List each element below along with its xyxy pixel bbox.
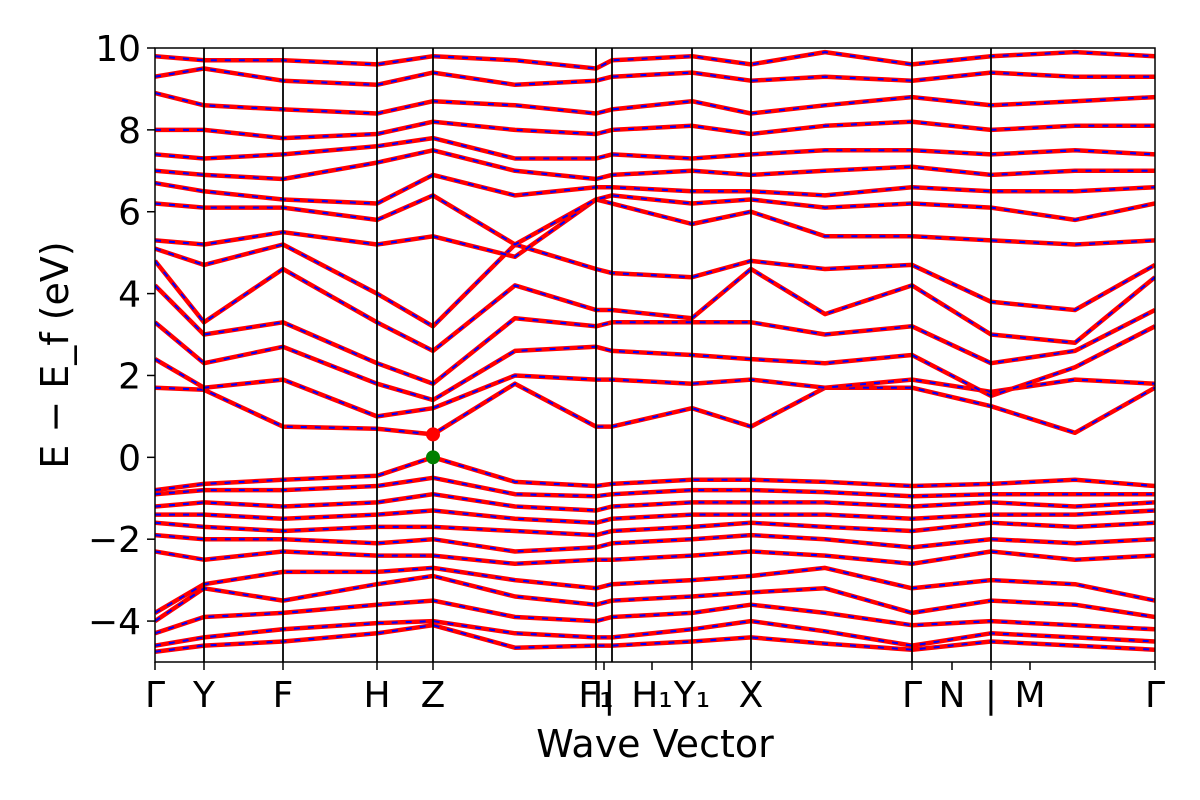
plot-frame <box>154 47 1156 663</box>
cbm-marker <box>426 427 440 442</box>
band-26-dashed-line <box>155 51 1155 70</box>
band-7-line <box>155 520 1155 538</box>
vbm-marker <box>426 450 440 465</box>
band-0-dashed-line <box>155 624 1155 653</box>
band-14-dashed-line <box>155 321 1155 401</box>
band-6-dashed-line <box>155 534 1155 553</box>
band-3-dashed-line <box>155 575 1155 622</box>
band-4-dashed-line <box>155 566 1155 614</box>
band-22-line <box>155 135 1155 161</box>
band-7-dashed-line <box>155 521 1155 537</box>
band-25-line <box>155 66 1155 88</box>
band-24-line <box>155 90 1155 116</box>
bands-layer <box>155 49 1155 655</box>
band-8-line <box>155 508 1155 526</box>
band-6-line <box>155 532 1155 554</box>
x-tick-label: X <box>739 675 764 716</box>
x-axis-label: Wave Vector <box>536 722 774 766</box>
band-5-line <box>155 549 1155 567</box>
band-edge-markers <box>426 427 440 465</box>
x-tick-label: H₁ <box>631 675 673 716</box>
band-22-dashed-line <box>155 137 1155 160</box>
band-4-line <box>155 565 1155 615</box>
x-tick-label: F <box>273 675 294 716</box>
band-5-dashed-line <box>155 550 1155 565</box>
y-tick-label: 0 <box>118 438 141 479</box>
x-tick-label: Z <box>421 675 446 716</box>
band-24-dashed-line <box>155 92 1155 115</box>
x-tick-label: | <box>985 675 997 716</box>
band-9-dashed-line <box>155 493 1155 512</box>
y-axis-label: E − E_f (eV) <box>33 241 77 469</box>
y-tick-label: −2 <box>88 520 141 561</box>
x-tick-label: Γ <box>902 675 922 716</box>
band-11-line <box>155 455 1155 493</box>
x-tick-label: Y <box>192 675 216 716</box>
x-tick-label: F₁ <box>578 675 613 716</box>
band-15-dashed-line <box>155 284 1155 385</box>
x-axis-ticks: Γ Y F H Z F₁I| H₁ Y₁ X Γ N | M Γ <box>145 662 1165 716</box>
x-tick-label: M <box>1014 675 1045 716</box>
x-tick-label: N <box>939 675 966 716</box>
band-19-dashed-line <box>155 194 1155 246</box>
band-10-dashed-line <box>155 476 1155 498</box>
y-tick-label: 2 <box>118 356 141 397</box>
y-tick-label: 8 <box>118 111 141 152</box>
x-tick-label: Γ <box>145 675 165 716</box>
band-8-dashed-line <box>155 509 1155 524</box>
band-25-dashed-line <box>155 67 1155 86</box>
y-tick-label: −4 <box>88 602 141 643</box>
band-23-dashed-line <box>155 120 1155 140</box>
y-tick-label: 4 <box>118 275 141 316</box>
x-tick-label: Γ <box>1145 675 1165 716</box>
x-tick-label: Y₁ <box>673 675 710 716</box>
x-tick-label: H <box>363 675 390 716</box>
y-tick-label: 10 <box>95 29 141 70</box>
x-tick-label: I| <box>593 675 616 716</box>
y-axis-ticks: −4 −2 0 2 4 6 8 10 <box>88 29 155 643</box>
band-9-line <box>155 491 1155 513</box>
band-1-dashed-line <box>155 620 1155 647</box>
kpath-segment-lines <box>203 48 992 662</box>
y-tick-label: 6 <box>118 193 141 234</box>
